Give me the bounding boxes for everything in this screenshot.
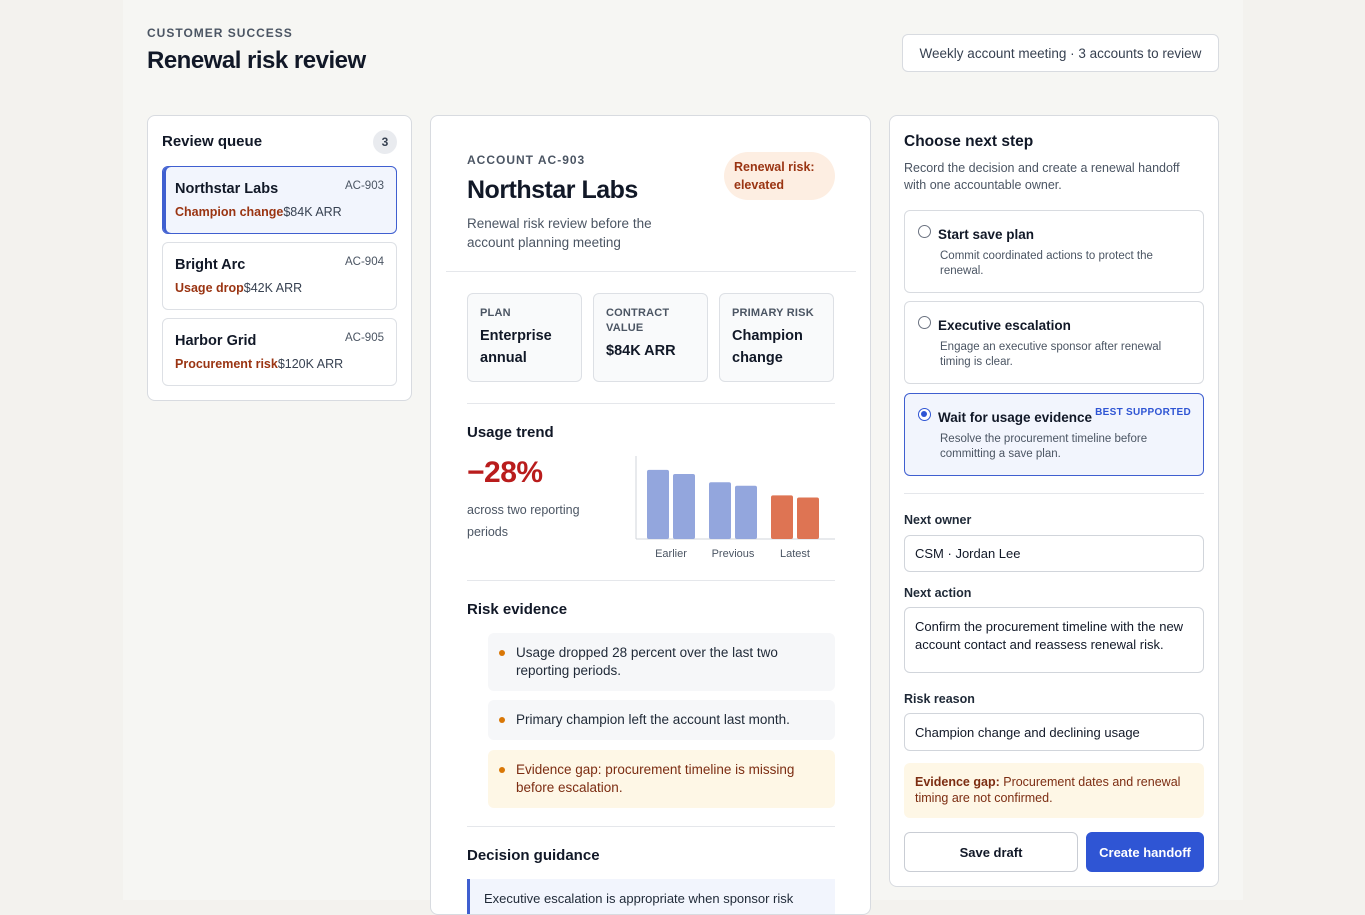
- meeting-summary: Weekly account meeting · 3 accounts to r…: [902, 34, 1219, 72]
- option-wait-for-usage-evidence[interactable]: Wait for usage evidence BEST SUPPORTED R…: [904, 393, 1204, 476]
- section-divider: [467, 580, 835, 581]
- chart-x-tick-label: Earlier: [655, 548, 687, 560]
- queue-item-id: AC-904: [345, 256, 384, 268]
- next-step-title: Choose next step: [904, 133, 1034, 150]
- queue-item-risk: Champion change: [175, 205, 284, 219]
- section-divider: [467, 826, 835, 827]
- queue-item-id: AC-905: [345, 332, 384, 344]
- queue-item-meta: Usage drop$42K ARR: [175, 281, 302, 295]
- account-detail: ACCOUNT AC-903 Northstar Labs Renewal ri…: [430, 115, 871, 915]
- chart-bar-earlier-1: [647, 469, 669, 539]
- queue-item-name: Northstar Labs: [175, 181, 279, 197]
- usage-trend-note: across two reporting periods: [467, 503, 580, 539]
- risk-evidence-title: Risk evidence: [467, 601, 568, 618]
- evidence-gap-note: Evidence gap: Procurement dates and rene…: [904, 763, 1204, 818]
- page-eyebrow: CUSTOMER SUCCESS: [147, 26, 293, 40]
- option-executive-escalation[interactable]: Executive escalation Engage an executive…: [904, 301, 1204, 384]
- risk-reason-label: Risk reason: [904, 692, 975, 706]
- next-owner-label: Next owner: [904, 513, 972, 527]
- option-title: Start save plan: [938, 227, 1035, 242]
- risk-status-badge: Renewal risk: elevated: [724, 152, 835, 200]
- chart-bar-latest-2: [797, 497, 819, 539]
- queue-item-meta: Procurement risk$120K ARR: [175, 357, 343, 371]
- chart-bar-previous-1: [709, 482, 731, 539]
- account-name: Northstar Labs: [467, 176, 638, 204]
- option-description: Engage an executive sponsor after renewa…: [940, 341, 1162, 368]
- chart-bar-previous-2: [735, 485, 757, 539]
- stat-value: Enterprise annual: [480, 328, 552, 366]
- queue-title: Review queue: [162, 133, 263, 150]
- stat-value: $84K ARR: [606, 343, 676, 359]
- evidence-item: Usage dropped 28 percent over the last t…: [488, 633, 835, 691]
- radio-button[interactable]: [918, 316, 931, 329]
- option-description: Commit coordinated actions to protect th…: [940, 250, 1153, 277]
- option-description: Resolve the procurement timeline before …: [940, 433, 1148, 460]
- decision-guidance-text: Executive escalation is appropriate when…: [467, 879, 835, 914]
- account-description: Renewal risk review before the account p…: [467, 216, 652, 250]
- queue-item-name: Bright Arc: [175, 257, 246, 273]
- queue-item-harbor-grid[interactable]: Harbor Grid AC-905 Procurement risk$120K…: [162, 318, 397, 386]
- queue-count-badge: 3: [373, 130, 397, 154]
- options-divider: [904, 493, 1204, 494]
- evidence-gap-label: Evidence gap:: [915, 775, 1000, 789]
- queue-item-risk: Procurement risk: [175, 357, 278, 371]
- option-title: Wait for usage evidence: [938, 410, 1093, 425]
- stat-label: PRIMARY RISK: [732, 307, 814, 319]
- queue-item-meta: Champion change$84K ARR: [175, 205, 342, 219]
- queue-item-risk: Usage drop: [175, 281, 244, 295]
- chart-bar-earlier-2: [673, 473, 695, 539]
- radio-button-selected[interactable]: [918, 408, 931, 421]
- header-divider: [446, 271, 856, 272]
- account-id: ACCOUNT AC-903: [467, 153, 586, 167]
- queue-item-arr: $42K ARR: [243, 281, 303, 295]
- chart-x-tick-label: Previous: [712, 548, 755, 560]
- option-title: Executive escalation: [938, 318, 1071, 333]
- chart-x-tick-label: Latest: [780, 548, 810, 560]
- best-supported-badge: BEST SUPPORTED: [1095, 407, 1191, 418]
- option-start-save-plan[interactable]: Start save plan Commit coordinated actio…: [904, 210, 1204, 293]
- evidence-gap-item: Evidence gap: procurement timeline is mi…: [488, 750, 835, 808]
- stat-label: PLAN: [480, 307, 511, 319]
- usage-trend-title: Usage trend: [467, 424, 554, 441]
- stat-primary-risk: PRIMARY RISK Champion change: [719, 293, 834, 382]
- risk-reason-input[interactable]: [904, 713, 1204, 751]
- next-owner-input[interactable]: [904, 535, 1204, 572]
- page-title: Renewal risk review: [147, 47, 366, 74]
- section-divider: [467, 403, 835, 404]
- next-action-label: Next action: [904, 586, 972, 600]
- usage-trend-chart: Earlier Previous Latest: [635, 456, 835, 560]
- queue-item-arr: $84K ARR: [283, 205, 342, 219]
- radio-button[interactable]: [918, 225, 931, 238]
- review-queue: Review queue 3 Northstar Labs AC-903 Cha…: [147, 115, 412, 401]
- evidence-gap-text: Procurement dates and renewal timing are…: [915, 775, 1181, 805]
- queue-item-arr: $120K ARR: [277, 357, 344, 371]
- next-step-description: Record the decision and create a renewal…: [904, 161, 1180, 192]
- queue-item-bright-arc[interactable]: Bright Arc AC-904 Usage drop$42K ARR: [162, 242, 397, 310]
- evidence-item: Primary champion left the account last m…: [488, 700, 835, 740]
- save-draft-button[interactable]: Save draft: [904, 832, 1078, 872]
- usage-trend-value: −28%: [467, 456, 543, 489]
- queue-item-name: Harbor Grid: [175, 333, 257, 349]
- stat-label: CONTRACT VALUE: [606, 307, 670, 334]
- stat-plan: PLAN Enterprise annual: [467, 293, 582, 382]
- create-handoff-button[interactable]: Create handoff: [1086, 832, 1204, 872]
- stat-contract-value: CONTRACT VALUE $84K ARR: [593, 293, 708, 382]
- queue-item-northstar[interactable]: Northstar Labs AC-903 Champion change$84…: [162, 166, 397, 234]
- chart-bar-latest-1: [771, 495, 793, 539]
- stat-value: Champion change: [732, 328, 803, 366]
- decision-guidance-title: Decision guidance: [467, 847, 600, 864]
- next-action-textarea[interactable]: Confirm the procurement timeline with th…: [904, 607, 1204, 673]
- queue-item-id: AC-903: [345, 180, 384, 192]
- next-step-panel: Choose next step Record the decision and…: [889, 115, 1219, 887]
